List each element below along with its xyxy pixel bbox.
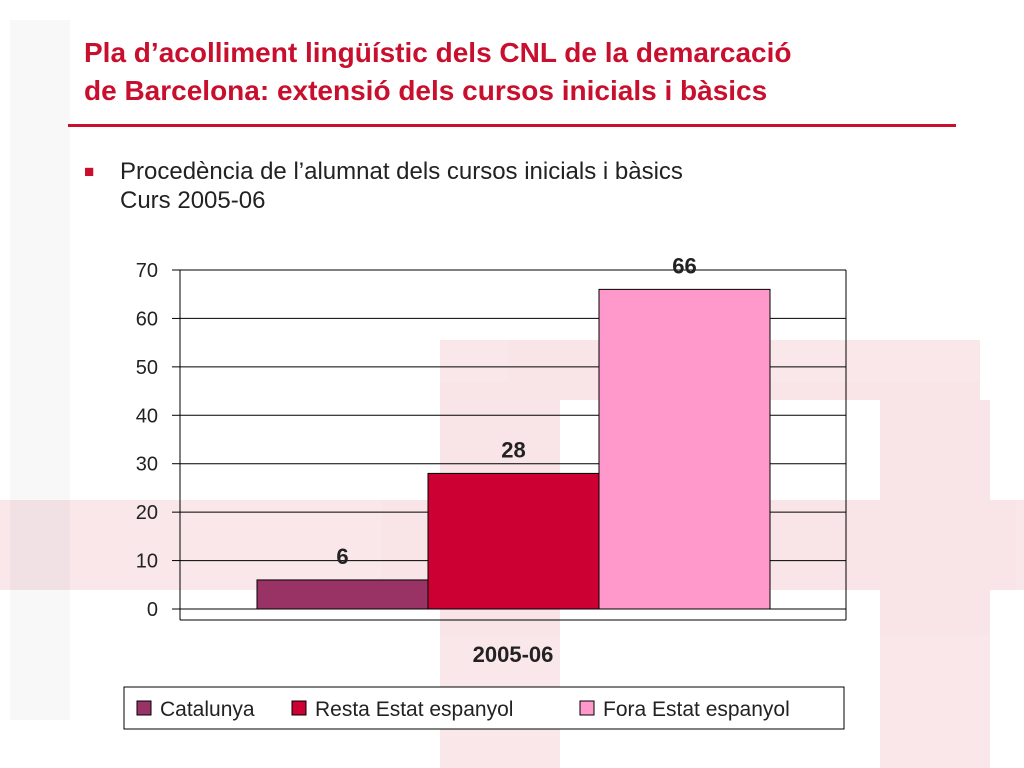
slide-title-line2: de Barcelona: extensió dels cursos inici… [84,75,768,106]
slide-title-line1: Pla d’acolliment lingüístic dels CNL de … [84,37,792,68]
legend-swatch [136,700,152,716]
data-label: 6 [336,544,348,569]
bullet-line1: Procedència de l’alumnat dels cursos ini… [120,158,683,185]
x-category-label: 2005-06 [473,642,554,667]
y-tick-label: 0 [147,599,158,621]
y-tick-label: 70 [136,260,158,282]
bullet-line2: Curs 2005-06 [120,187,266,214]
legend-label: Catalunya [160,698,255,721]
title-divider [68,124,956,127]
data-label: 28 [501,437,525,462]
bullet-square-icon: ■ [84,162,95,181]
y-tick-label: 30 [136,454,158,476]
y-tick-label: 60 [136,308,158,330]
y-tick-label: 10 [136,551,158,573]
legend-label: Resta Estat espanyol [315,698,513,721]
bullet-text: Procedència de l’alumnat dels cursos ini… [120,157,683,215]
legend-box [123,686,845,730]
bar-catalunya [256,579,429,610]
legend-swatch [579,700,595,716]
y-tick-label: 40 [136,405,158,427]
bar-resta-estat-espanyol [427,472,600,610]
slide-title: Pla d’acolliment lingüístic dels CNL de … [84,34,964,110]
bar-fora-estat-espanyol [598,288,771,610]
data-label: 66 [672,253,696,278]
legend-swatch [291,700,307,716]
y-tick-label: 50 [136,357,158,379]
legend-label: Fora Estat espanyol [603,698,790,721]
y-tick-label: 20 [136,502,158,524]
